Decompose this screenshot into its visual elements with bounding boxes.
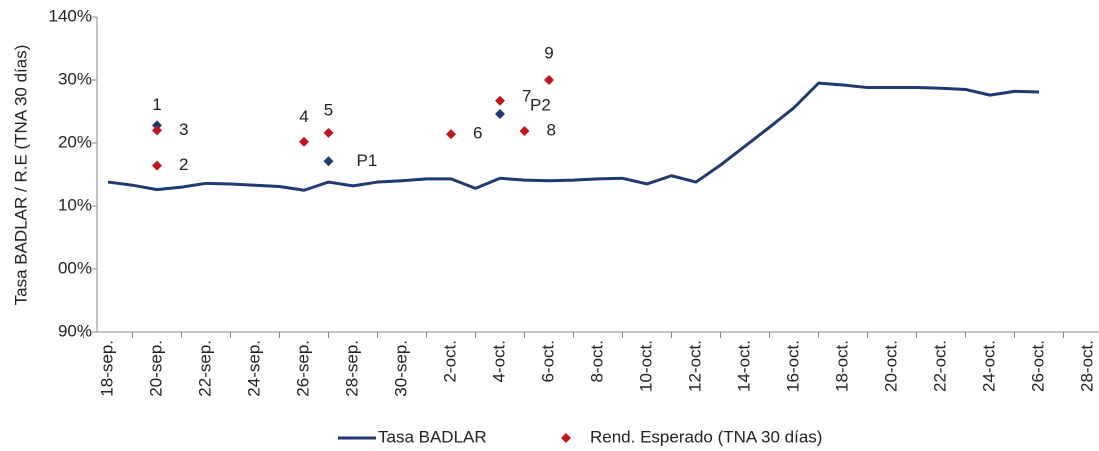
line-series <box>107 81 1040 192</box>
x-tick-label: 22-sep. <box>195 340 214 397</box>
point <box>323 156 334 167</box>
x-tick-label: 24-sep. <box>244 340 263 397</box>
point <box>323 127 334 138</box>
x-tick-label: 26-sep. <box>293 340 312 397</box>
x-tick-label: 20-oct. <box>881 340 900 392</box>
point <box>446 129 456 140</box>
point-label: 4 <box>299 107 308 126</box>
x-tick-label: 8-oct. <box>587 340 606 383</box>
legend-marker <box>561 433 571 443</box>
x-tick-label: 14-oct. <box>734 340 753 392</box>
x-tick-label: 18-sep. <box>97 340 116 397</box>
x-tick-label: 20-sep. <box>146 340 165 397</box>
point-label: 9 <box>544 43 553 62</box>
x-tick-label: 30-sep. <box>391 340 410 397</box>
y-tick-label: 00% <box>58 258 92 277</box>
point <box>519 126 530 137</box>
point <box>152 120 162 131</box>
x-tick-label: 10-oct. <box>636 340 655 392</box>
point-label: 3 <box>179 120 188 139</box>
x-tick-label: 18-oct. <box>832 340 851 392</box>
y-tick-label: 20% <box>58 132 92 151</box>
point-label: 6 <box>473 124 482 143</box>
x-tick-label: 4-oct. <box>489 340 508 383</box>
point-label: 1 <box>152 95 161 114</box>
x-tick-label: 28-oct. <box>1077 340 1096 392</box>
point <box>152 160 162 171</box>
point-label: P1 <box>357 151 378 170</box>
x-tick-label: 16-oct. <box>783 340 802 392</box>
y-tick-label: 30% <box>58 69 92 88</box>
legend-label: Tasa BADLAR <box>378 427 487 446</box>
point-label: 7 <box>522 86 531 105</box>
point <box>299 136 309 147</box>
x-tick-label: 22-oct. <box>930 340 949 392</box>
point-label: 8 <box>547 121 556 140</box>
x-tick-label: 26-oct. <box>1028 340 1047 392</box>
point <box>495 95 505 106</box>
point-label: 5 <box>324 100 333 119</box>
point <box>152 125 162 136</box>
x-tick-label: 2-oct. <box>440 340 459 383</box>
x-tick-label: 6-oct. <box>538 340 557 383</box>
y-axis-label: Tasa BADLAR / R.E (TNA 30 días) <box>11 45 30 306</box>
y-tick-label: 140% <box>49 6 92 25</box>
point-label: P2 <box>530 96 551 115</box>
x-tick-label: 24-oct. <box>979 340 998 392</box>
y-tick-label: 90% <box>58 321 92 340</box>
point <box>544 75 554 85</box>
point <box>495 109 505 120</box>
y-tick-label: 10% <box>58 195 92 214</box>
x-tick-label: 12-oct. <box>685 340 704 392</box>
x-tick-label: 28-sep. <box>342 340 361 397</box>
point-label: 2 <box>179 155 188 174</box>
legend-label: Rend. Esperado (TNA 30 días) <box>590 427 822 446</box>
